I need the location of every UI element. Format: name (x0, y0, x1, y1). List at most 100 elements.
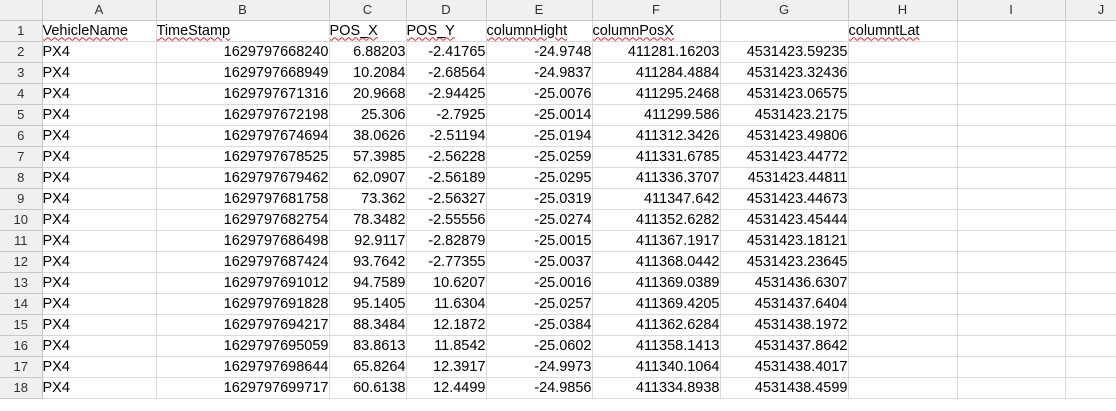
cell[interactable]: 1629797679462 (156, 167, 330, 189)
cell[interactable]: -24.9837 (486, 62, 593, 84)
row-header[interactable]: 14 (0, 293, 43, 315)
cell[interactable]: -2.7925 (406, 104, 487, 126)
column-header[interactable]: J (1065, 0, 1116, 21)
cell[interactable] (848, 83, 958, 105)
cell[interactable]: -25.0015 (486, 230, 593, 252)
cell[interactable] (1065, 62, 1116, 84)
row-header[interactable]: 2 (0, 41, 43, 63)
cell[interactable] (1065, 41, 1116, 63)
cell[interactable] (1065, 104, 1116, 126)
cell[interactable] (957, 314, 1066, 336)
cell[interactable]: -25.0257 (486, 293, 593, 315)
cell[interactable] (957, 125, 1066, 147)
cell[interactable]: -24.9748 (486, 41, 593, 63)
cell[interactable]: 73.362 (329, 188, 407, 210)
row-header[interactable]: 18 (0, 377, 43, 399)
cell[interactable]: 6.88203 (329, 41, 407, 63)
cell[interactable]: -25.0014 (486, 104, 593, 126)
row-header[interactable]: 15 (0, 314, 43, 336)
row-header[interactable]: 6 (0, 125, 43, 147)
cell[interactable]: 1629797672198 (156, 104, 330, 126)
cell[interactable]: 83.8613 (329, 335, 407, 357)
cell[interactable]: 411368.0442 (592, 251, 721, 273)
cell[interactable]: PX4 (42, 314, 157, 336)
cell[interactable] (848, 188, 958, 210)
cell[interactable] (848, 125, 958, 147)
cell[interactable] (957, 83, 1066, 105)
column-header[interactable]: I (957, 0, 1066, 21)
cell[interactable]: 78.3482 (329, 209, 407, 231)
cell[interactable]: PX4 (42, 125, 157, 147)
cell[interactable]: 12.3917 (406, 356, 487, 378)
cell[interactable]: columnPosX (592, 20, 721, 42)
cell[interactable]: POS_X (329, 20, 407, 42)
select-all-corner[interactable] (0, 0, 43, 21)
cell[interactable]: 4531423.49806 (720, 125, 849, 147)
cell[interactable] (848, 230, 958, 252)
cell[interactable]: 94.7589 (329, 272, 407, 294)
cell[interactable]: PX4 (42, 62, 157, 84)
cell[interactable] (957, 230, 1066, 252)
cell[interactable]: -25.0319 (486, 188, 593, 210)
column-header[interactable]: B (156, 0, 330, 21)
cell[interactable]: 4531423.44673 (720, 188, 849, 210)
cell[interactable]: PX4 (42, 146, 157, 168)
cell[interactable]: 4531423.59235 (720, 41, 849, 63)
cell[interactable]: 1629797695059 (156, 335, 330, 357)
cell[interactable]: PX4 (42, 377, 157, 399)
cell[interactable]: 1629797668949 (156, 62, 330, 84)
cell[interactable]: 1629797671316 (156, 83, 330, 105)
cell[interactable]: -24.9856 (486, 377, 593, 399)
cell[interactable]: -25.0194 (486, 125, 593, 147)
cell[interactable] (957, 335, 1066, 357)
cell[interactable]: PX4 (42, 209, 157, 231)
cell[interactable] (957, 62, 1066, 84)
cell[interactable]: -2.77355 (406, 251, 487, 273)
cell[interactable]: -25.0016 (486, 272, 593, 294)
cell[interactable]: -2.94425 (406, 83, 487, 105)
cell[interactable]: columnHight (486, 20, 593, 42)
cell[interactable] (957, 356, 1066, 378)
cell[interactable]: 1629797699717 (156, 377, 330, 399)
cell[interactable]: 1629797681758 (156, 188, 330, 210)
row-header[interactable]: 17 (0, 356, 43, 378)
cell[interactable] (848, 104, 958, 126)
cell[interactable]: 11.6304 (406, 293, 487, 315)
cell[interactable] (957, 20, 1066, 42)
cell[interactable]: 4531423.32436 (720, 62, 849, 84)
cell[interactable]: -25.0602 (486, 335, 593, 357)
cell[interactable]: 411369.4205 (592, 293, 721, 315)
cell[interactable]: PX4 (42, 167, 157, 189)
cell[interactable] (1065, 125, 1116, 147)
cell[interactable] (957, 188, 1066, 210)
cell[interactable]: -25.0384 (486, 314, 593, 336)
cell[interactable]: PX4 (42, 41, 157, 63)
cell[interactable]: -2.41765 (406, 41, 487, 63)
cell[interactable]: 4531423.23645 (720, 251, 849, 273)
cell[interactable]: 4531437.8642 (720, 335, 849, 357)
cell[interactable]: -2.56228 (406, 146, 487, 168)
cell[interactable]: 411352.6282 (592, 209, 721, 231)
cell[interactable]: -2.82879 (406, 230, 487, 252)
column-header[interactable]: F (592, 0, 721, 21)
cell[interactable] (1065, 251, 1116, 273)
cell[interactable]: 93.7642 (329, 251, 407, 273)
cell[interactable]: 411367.1917 (592, 230, 721, 252)
cell[interactable]: 1629797687424 (156, 251, 330, 273)
cell[interactable]: -2.56189 (406, 167, 487, 189)
cell[interactable]: 62.0907 (329, 167, 407, 189)
cell[interactable]: 4531423.18121 (720, 230, 849, 252)
cell[interactable]: 411358.1413 (592, 335, 721, 357)
cell[interactable]: 95.1405 (329, 293, 407, 315)
cell[interactable]: 411334.8938 (592, 377, 721, 399)
cell[interactable] (1065, 20, 1116, 42)
cell[interactable] (957, 167, 1066, 189)
cell[interactable]: -2.55556 (406, 209, 487, 231)
cell[interactable]: 57.3985 (329, 146, 407, 168)
cell[interactable] (848, 146, 958, 168)
cell[interactable]: 1629797674694 (156, 125, 330, 147)
cell[interactable] (1065, 230, 1116, 252)
cell[interactable] (1065, 146, 1116, 168)
cell[interactable] (848, 209, 958, 231)
cell[interactable]: 1629797694217 (156, 314, 330, 336)
